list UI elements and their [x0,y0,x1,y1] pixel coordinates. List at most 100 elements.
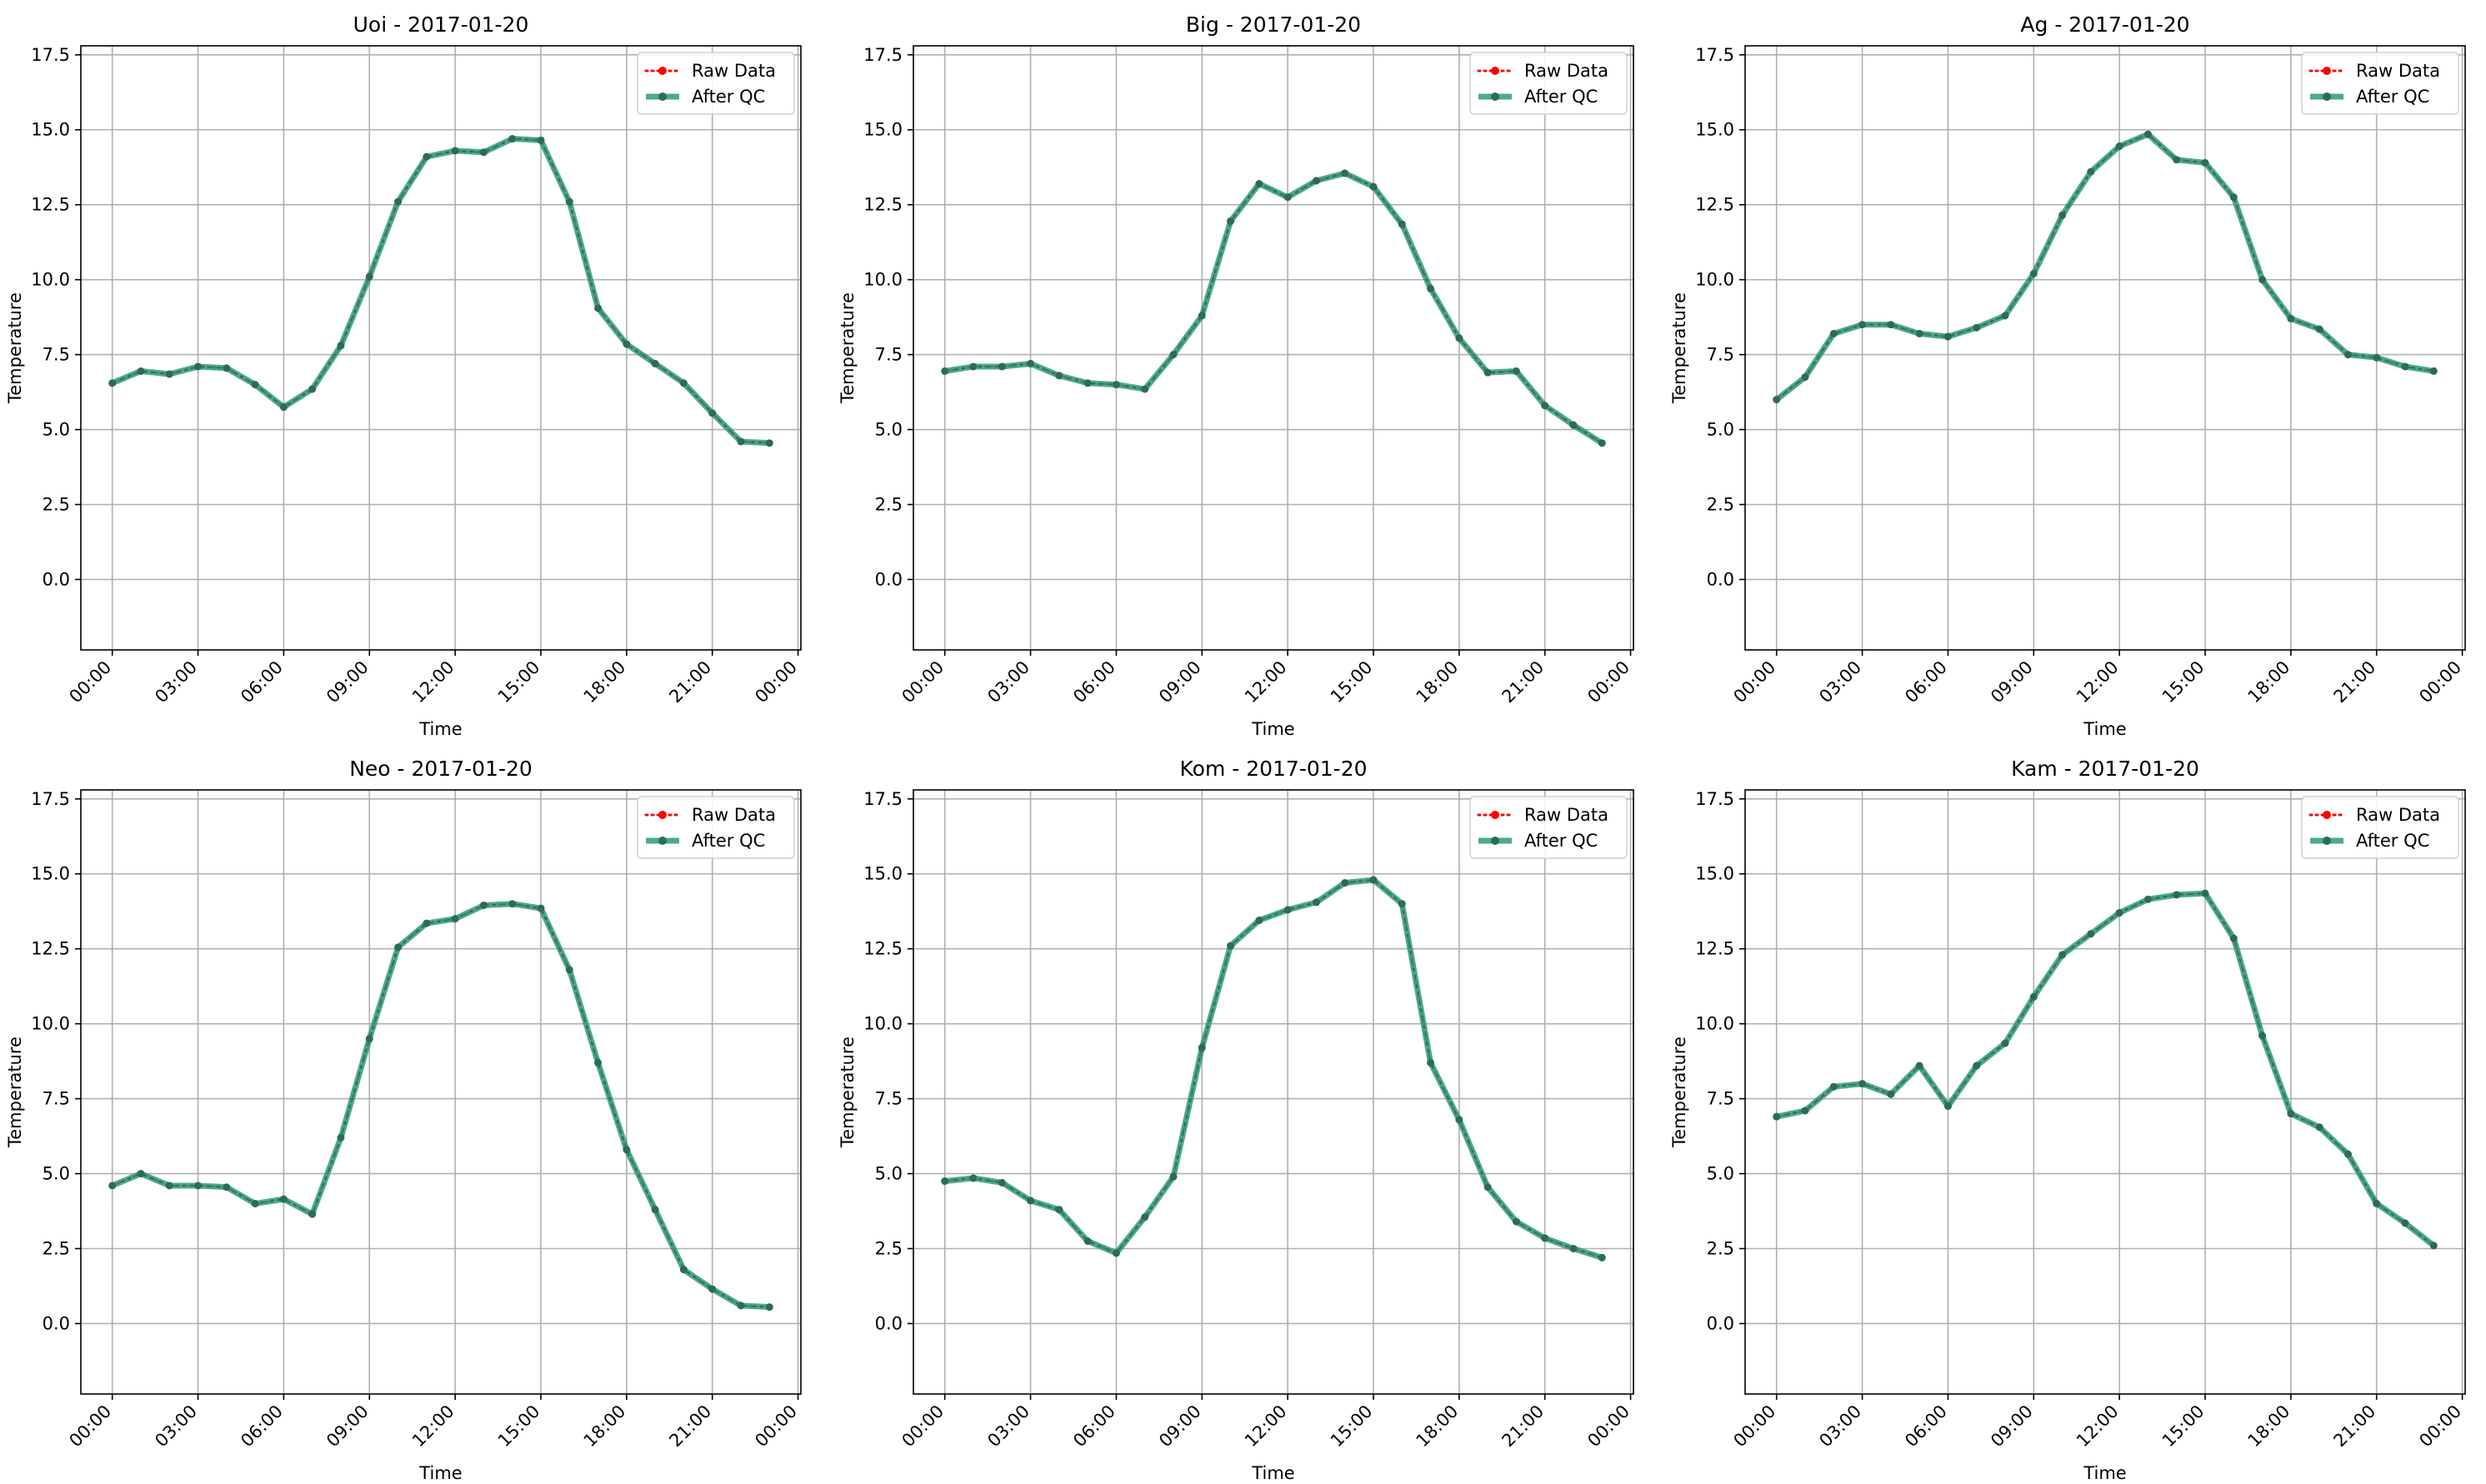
qc-point [1141,1213,1149,1222]
qc-point [1083,1237,1092,1246]
x-tick-label: 00:00 [2415,657,2465,707]
qc-point [1427,284,1435,292]
series-qc-dash [1776,892,2434,1247]
qc-point [2201,889,2209,897]
x-tick-label: 18:00 [1413,1402,1463,1452]
legend-raw-marker [1491,67,1499,75]
x-tick-label: 21:00 [665,1402,715,1452]
y-tick-label: 17.5 [863,789,903,809]
qc-point [1083,379,1092,387]
qc-point [765,439,773,447]
x-tick-label: 12:00 [1241,1402,1291,1452]
qc-point [2087,167,2095,176]
qc-point [1427,1058,1435,1067]
x-tick-label: 15:00 [494,1402,544,1452]
x-tick-label: 21:00 [2329,657,2379,707]
qc-point [2429,1242,2438,1250]
x-tick-label: 15:00 [2158,657,2208,707]
x-axis-label: Time [418,719,462,739]
qc-point [137,367,145,375]
chart-panel: 00:00 03:00 06:00 09:00 12:00 15:00 18:00 21:00… [838,12,1634,739]
x-tick-label: 00:00 [898,657,948,707]
chart-panel: 00:00 03:00 06:00 09:00 12:00 15:00 18:00 21:00… [1669,12,2466,739]
plot-frame [1744,789,2466,1395]
y-tick-label: 10.0 [31,270,70,290]
y-tick-label: 12.5 [31,195,70,215]
x-tick-label: 15:00 [1327,1402,1377,1452]
x-tick-label: 06:00 [1069,657,1119,707]
series-raw-line [943,172,1603,445]
series-qc-dash [1776,132,2434,401]
legend-qc-marker [1491,92,1499,101]
qc-point [1455,334,1463,342]
qc-point [1973,1062,1981,1070]
x-tick-label: 06:00 [1901,1402,1951,1452]
x-tick-label: 00:00 [2415,1402,2465,1452]
qc-point [251,381,259,389]
series-qc-line [944,170,1604,446]
qc-point [2229,934,2238,942]
qc-point [1198,1043,1206,1052]
y-tick-label: 15.0 [863,120,903,140]
qc-point [508,900,517,908]
legend-qc-label: After QC [692,831,765,851]
y-axis-label: Temperature [1669,292,1689,404]
x-tick-label: 06:00 [1901,657,1951,707]
y-tick-label: 5.0 [1707,420,1734,440]
y-tick-label: 12.5 [863,939,903,959]
qc-point [2258,276,2267,284]
qc-point [1169,351,1178,359]
y-tick-label: 17.5 [31,789,70,809]
x-tick-label: 12:00 [408,657,458,707]
qc-point [1541,1234,1549,1242]
qc-point [2058,211,2067,219]
qc-point [737,1302,745,1310]
qc-point [337,342,345,350]
y-tick-label: 10.0 [863,1014,903,1034]
series-qc-line [111,136,770,447]
qc-point [623,1146,631,1154]
plot-frame [80,789,802,1395]
y-tick-label: 10.0 [31,1014,70,1034]
legend-raw-label: Raw Data [1524,61,1608,81]
qc-point [1512,1217,1520,1226]
x-tick-label: 09:00 [323,657,373,707]
chart-panel: 00:00 03:00 06:00 09:00 12:00 15:00 18:00 21:00… [5,12,802,739]
legend-qc-marker [2323,92,2331,101]
y-tick-label: 0.0 [43,1313,70,1333]
qc-point [1283,193,1292,202]
qc-point [2173,891,2181,899]
qc-point [2115,142,2123,151]
y-axis-label: Temperature [1669,1037,1689,1148]
x-axis-label: Time [1251,719,1294,739]
qc-point [1027,1197,1035,1205]
qc-point [1887,1090,1895,1098]
x-tick-label: 09:00 [1155,657,1205,707]
qc-point [998,1178,1006,1187]
qc-point [2029,269,2038,277]
qc-point [1369,876,1378,884]
qc-point [1227,217,1235,225]
qc-point [1312,898,1320,907]
qc-point [223,1183,231,1192]
y-tick-label: 5.0 [875,1164,903,1184]
y-tick-label: 5.0 [1707,1164,1734,1184]
x-tick-label: 21:00 [2329,1402,2379,1452]
legend-raw-marker [658,811,667,819]
chart-title: Ag - 2017-01-20 [2020,12,2189,37]
y-tick-label: 17.5 [1695,789,1734,809]
y-tick-label: 2.5 [875,1238,903,1258]
qc-point [708,1285,717,1293]
y-axis-label: Temperature [838,292,858,404]
qc-point [2315,1123,2323,1132]
y-tick-label: 7.5 [875,345,903,365]
chart-title: Uoi - 2017-01-20 [353,12,529,37]
x-tick-label: 21:00 [665,657,715,707]
qc-point [308,1210,317,1218]
series-qc-dash [112,902,770,1308]
qc-point [1829,1082,1838,1091]
qc-point [479,902,488,910]
x-axis-label: Time [2083,1463,2126,1483]
qc-point [451,915,459,923]
